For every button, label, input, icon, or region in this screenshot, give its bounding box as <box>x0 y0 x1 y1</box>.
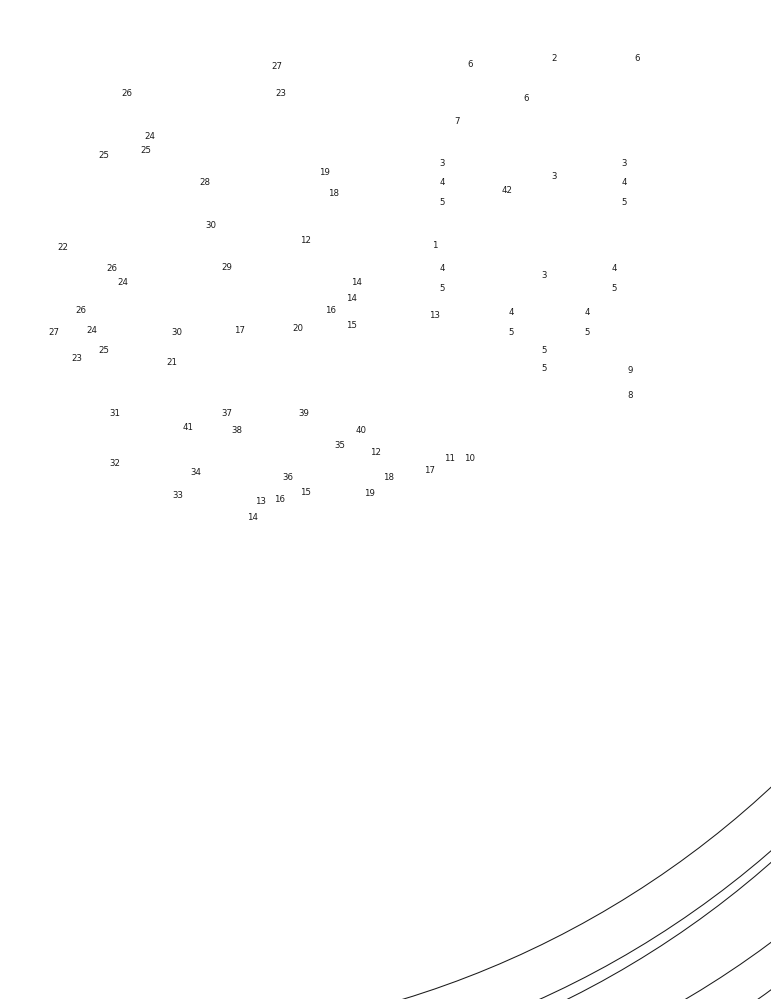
Text: 16: 16 <box>274 495 286 504</box>
Text: 19: 19 <box>364 489 374 498</box>
Text: 21: 21 <box>167 358 178 367</box>
Circle shape <box>0 96 569 894</box>
Circle shape <box>0 0 574 831</box>
Text: 39: 39 <box>298 409 309 418</box>
Text: 5: 5 <box>621 198 627 207</box>
Polygon shape <box>101 201 490 221</box>
Text: 28: 28 <box>200 178 211 187</box>
Circle shape <box>283 0 772 638</box>
Text: 17: 17 <box>235 326 245 335</box>
Text: 13: 13 <box>429 311 440 320</box>
Circle shape <box>310 36 608 335</box>
Circle shape <box>0 0 703 727</box>
Circle shape <box>225 0 772 794</box>
Text: 860186A-45: 860186A-45 <box>21 964 76 973</box>
Text: 8: 8 <box>628 391 633 400</box>
Text: 32: 32 <box>110 459 120 468</box>
Text: 6: 6 <box>634 54 639 63</box>
Text: 31: 31 <box>110 409 120 418</box>
Circle shape <box>84 0 772 648</box>
Polygon shape <box>0 201 614 231</box>
Polygon shape <box>469 121 663 149</box>
Circle shape <box>191 6 772 704</box>
Polygon shape <box>209 428 259 532</box>
Polygon shape <box>291 221 345 286</box>
Text: 4: 4 <box>611 264 617 273</box>
Text: 41: 41 <box>183 423 194 432</box>
Polygon shape <box>477 171 537 231</box>
Text: 24: 24 <box>144 132 155 141</box>
Text: 18: 18 <box>383 473 394 482</box>
Polygon shape <box>634 121 663 183</box>
Text: 16: 16 <box>325 306 336 315</box>
Text: 30: 30 <box>206 221 217 230</box>
Text: 29: 29 <box>222 263 232 272</box>
Text: 33: 33 <box>173 491 184 500</box>
Circle shape <box>0 0 772 568</box>
Polygon shape <box>621 301 646 355</box>
Text: 5: 5 <box>584 328 591 337</box>
Circle shape <box>482 53 772 352</box>
Circle shape <box>0 0 772 946</box>
Circle shape <box>0 0 477 425</box>
Circle shape <box>0 0 588 857</box>
Circle shape <box>482 36 772 335</box>
Text: 27: 27 <box>48 328 59 337</box>
Text: 7: 7 <box>455 117 460 126</box>
Text: 26: 26 <box>75 306 86 315</box>
Text: 35: 35 <box>334 441 345 450</box>
Circle shape <box>84 0 772 660</box>
Text: 30: 30 <box>171 328 182 337</box>
Circle shape <box>356 184 655 483</box>
Text: 15: 15 <box>300 488 311 497</box>
Circle shape <box>438 184 737 483</box>
Text: 3: 3 <box>439 159 445 168</box>
Circle shape <box>310 53 608 352</box>
Text: 24: 24 <box>86 326 97 335</box>
Circle shape <box>310 19 608 319</box>
Text: 4: 4 <box>621 178 627 187</box>
Text: 37: 37 <box>222 409 232 418</box>
Text: 18: 18 <box>328 189 339 198</box>
Text: 34: 34 <box>191 468 201 477</box>
Circle shape <box>438 166 737 465</box>
Circle shape <box>0 0 532 757</box>
Text: 3: 3 <box>551 172 557 181</box>
Circle shape <box>283 0 772 518</box>
Text: 20: 20 <box>292 324 303 333</box>
Text: 25: 25 <box>98 151 109 160</box>
